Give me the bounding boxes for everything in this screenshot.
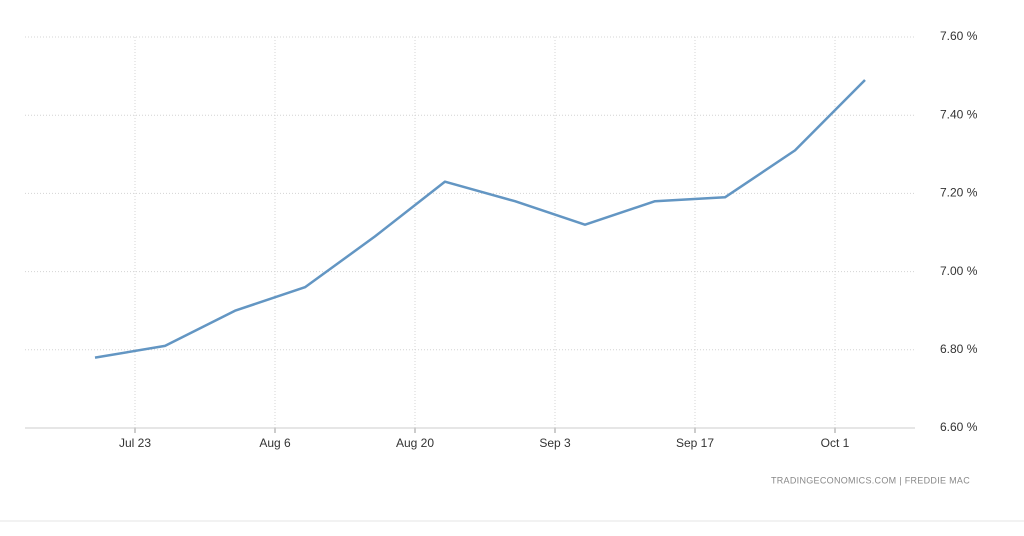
source: TRADINGECONOMICS.COM | FREDDIE MAC — [771, 475, 970, 485]
x-tick-label: Jul 23 — [119, 436, 151, 450]
y-tick-label: 7.40 % — [940, 107, 978, 121]
y-tick-label: 6.80 % — [940, 342, 978, 356]
x-tick-label: Sep 17 — [676, 436, 714, 450]
y-tick-label: 7.60 % — [940, 29, 978, 43]
y-tick-label: 7.00 % — [940, 264, 978, 278]
y-tick-label: 6.60 % — [940, 420, 978, 434]
x-tick-label: Oct 1 — [821, 436, 850, 450]
x-tick-label: Aug 6 — [259, 436, 291, 450]
x-tick-label: Sep 3 — [539, 436, 571, 450]
x-tick-label: Aug 20 — [396, 436, 434, 450]
line — [94, 79, 866, 359]
y-tick-label: 7.20 % — [940, 186, 978, 200]
